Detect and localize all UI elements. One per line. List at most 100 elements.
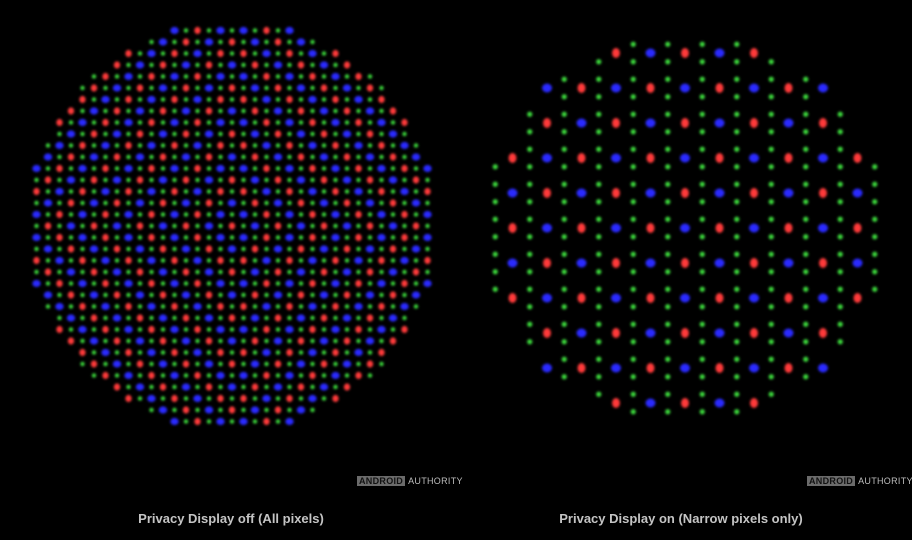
green-subpixel: [367, 350, 373, 355]
green-subpixel: [160, 258, 166, 263]
red-subpixel: [577, 83, 586, 93]
green-subpixel: [137, 373, 143, 378]
green-subpixel: [298, 212, 304, 217]
green-subpixel: [872, 234, 878, 240]
green-subpixel: [45, 143, 51, 148]
blue-subpixel: [250, 360, 260, 368]
blue-subpixel: [147, 49, 156, 58]
green-subpixel: [561, 374, 567, 380]
red-subpixel: [508, 153, 517, 163]
green-subpixel: [298, 143, 304, 148]
green-subpixel: [172, 384, 177, 390]
red-subpixel: [355, 371, 362, 380]
green-subpixel: [160, 166, 166, 171]
blue-subpixel: [216, 279, 225, 288]
green-subpixel: [91, 258, 97, 263]
green-subpixel: [413, 235, 419, 240]
red-subpixel: [182, 176, 190, 184]
blue-subpixel: [158, 176, 168, 184]
blue-subpixel: [296, 38, 306, 46]
red-subpixel: [274, 360, 282, 368]
green-subpixel: [768, 339, 774, 345]
red-subpixel: [543, 258, 551, 268]
green-subpixel: [241, 384, 246, 390]
green-subpixel: [103, 361, 108, 367]
blue-subpixel: [285, 279, 294, 288]
red-subpixel: [194, 371, 201, 380]
red-subpixel: [297, 337, 305, 345]
green-subpixel: [596, 251, 602, 257]
blue-subpixel: [124, 233, 133, 242]
blue-subpixel: [331, 233, 340, 242]
green-subpixel: [310, 269, 315, 275]
red-subpixel: [297, 107, 305, 115]
red-subpixel: [148, 72, 155, 81]
red-subpixel: [274, 38, 282, 46]
green-subpixel: [803, 339, 809, 345]
red-subpixel: [320, 268, 328, 276]
red-subpixel: [378, 348, 385, 357]
green-subpixel: [837, 304, 843, 310]
blue-subpixel: [216, 26, 225, 35]
green-subpixel: [596, 164, 602, 170]
blue-subpixel: [645, 328, 656, 338]
blue-subpixel: [714, 398, 725, 408]
green-subpixel: [630, 94, 636, 100]
green-subpixel: [91, 281, 97, 286]
green-subpixel: [699, 286, 705, 292]
green-subpixel: [275, 304, 281, 309]
green-subpixel: [298, 281, 304, 286]
blue-subpixel: [78, 118, 87, 127]
red-subpixel: [320, 314, 328, 322]
green-subpixel: [596, 181, 602, 187]
green-subpixel: [321, 373, 327, 378]
red-subpixel: [90, 268, 98, 276]
red-subpixel: [171, 394, 178, 403]
blue-subpixel: [250, 176, 260, 184]
green-subpixel: [298, 304, 304, 309]
green-subpixel: [218, 85, 223, 91]
green-subpixel: [333, 384, 338, 390]
red-subpixel: [171, 256, 178, 265]
green-subpixel: [310, 108, 315, 114]
blue-subpixel: [204, 268, 214, 276]
green-subpixel: [206, 120, 212, 125]
green-subpixel: [803, 251, 809, 257]
green-subpixel: [298, 258, 304, 263]
blue-subpixel: [331, 118, 340, 127]
red-subpixel: [274, 84, 282, 92]
blue-subpixel: [411, 199, 421, 207]
green-subpixel: [492, 181, 498, 187]
blue-subpixel: [680, 153, 690, 163]
blue-subpixel: [308, 49, 317, 58]
green-subpixel: [183, 419, 189, 424]
red-subpixel: [577, 293, 586, 303]
green-subpixel: [734, 164, 740, 170]
green-subpixel: [103, 223, 108, 229]
red-subpixel: [389, 107, 397, 115]
blue-subpixel: [101, 95, 110, 104]
blue-subpixel: [852, 258, 863, 268]
blue-subpixel: [204, 222, 214, 230]
green-subpixel: [356, 200, 361, 206]
green-subpixel: [492, 199, 498, 205]
blue-subpixel: [342, 314, 352, 322]
red-subpixel: [56, 118, 63, 127]
blue-subpixel: [319, 245, 329, 253]
red-subpixel: [343, 383, 351, 391]
green-subpixel: [218, 39, 223, 45]
green-subpixel: [206, 189, 212, 194]
red-subpixel: [240, 394, 247, 403]
green-subpixel: [206, 396, 212, 401]
green-subpixel: [665, 94, 671, 100]
green-subpixel: [183, 235, 189, 240]
green-subpixel: [275, 350, 281, 355]
green-subpixel: [734, 356, 740, 362]
blue-subpixel: [680, 293, 690, 303]
blue-subpixel: [227, 245, 237, 253]
green-subpixel: [114, 350, 120, 355]
green-subpixel: [630, 269, 636, 275]
green-subpixel: [241, 154, 246, 160]
green-subpixel: [734, 321, 740, 327]
green-subpixel: [630, 59, 636, 65]
